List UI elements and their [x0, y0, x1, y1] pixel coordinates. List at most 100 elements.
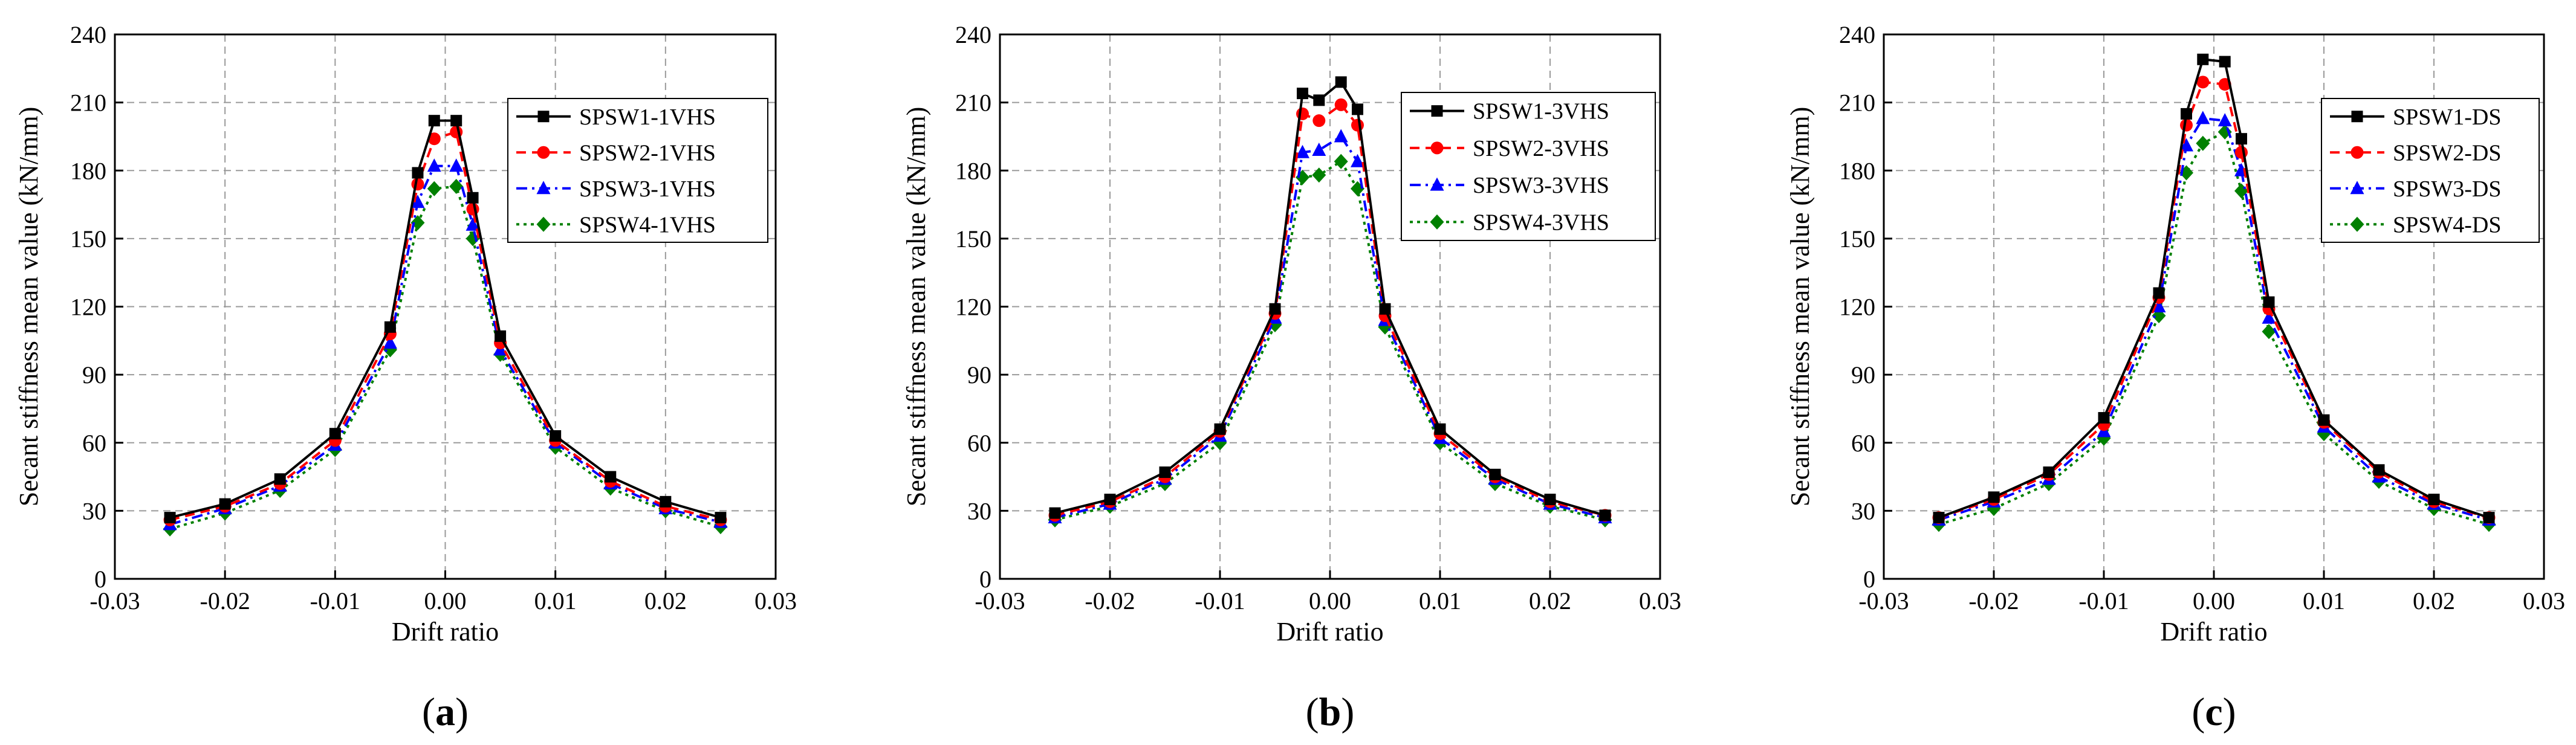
data-point	[1599, 509, 1611, 521]
data-point	[2043, 466, 2055, 479]
y-tick-label: 90	[82, 361, 106, 389]
data-point	[274, 473, 286, 485]
data-point	[1312, 142, 1326, 156]
series-line	[1938, 80, 2490, 519]
data-point	[1434, 423, 1446, 435]
data-point	[1334, 129, 1348, 143]
data-point	[2483, 512, 2495, 524]
y-tick-label: 60	[967, 430, 991, 457]
data-point	[495, 330, 507, 342]
y-tick-label: 30	[1851, 497, 1875, 524]
series-line	[1054, 160, 1606, 521]
panel-label: (b)	[1306, 690, 1355, 734]
series-line	[169, 185, 721, 531]
data-point	[449, 179, 464, 195]
data-point	[2196, 111, 2210, 124]
y-tick-label: 240	[955, 21, 991, 48]
data-point	[1544, 494, 1556, 506]
data-point	[1312, 114, 1326, 127]
x-axis-title: Drift ratio	[392, 617, 499, 647]
data-point	[1988, 491, 2000, 503]
data-point	[466, 231, 480, 247]
y-tick-label: 120	[1839, 294, 1875, 321]
x-tick-label: 0.00	[1309, 587, 1351, 614]
data-point	[1351, 153, 1364, 167]
data-point	[2098, 411, 2110, 424]
data-point	[1159, 466, 1171, 479]
data-point	[2235, 146, 2248, 159]
data-point	[1351, 118, 1364, 132]
data-point	[1214, 423, 1226, 435]
data-point	[1104, 494, 1116, 506]
y-tick-label: 120	[955, 294, 991, 321]
legend-box	[507, 98, 768, 243]
legend-label: SPSW3-DS	[2393, 176, 2502, 202]
legend-marker	[1430, 214, 1444, 230]
data-point	[715, 512, 727, 524]
x-axis-title: Drift ratio	[2160, 617, 2267, 647]
data-point	[2236, 133, 2247, 145]
y-tick-label: 210	[1839, 89, 1875, 117]
legend-marker	[537, 111, 550, 123]
x-tick-label: 0.03	[2523, 587, 2565, 614]
legend-marker	[1430, 141, 1444, 155]
y-tick-label: 180	[70, 157, 106, 184]
x-tick-label: -0.02	[1968, 587, 2019, 614]
data-point	[1313, 94, 1325, 106]
legend-label: SPSW1-3VHS	[1473, 99, 1609, 124]
x-tick-label: -0.03	[89, 587, 140, 614]
y-tick-label: 180	[955, 157, 991, 184]
data-point	[1296, 107, 1309, 120]
y-tick-label: 240	[70, 21, 106, 48]
x-tick-label: -0.02	[1085, 587, 1135, 614]
data-point	[427, 158, 441, 172]
legend-label: SPSW4-DS	[2393, 212, 2502, 237]
data-point	[2219, 56, 2231, 68]
chart-panel-b: -0.03 -0.02 -0.01 0.00 0.01 0.02 0.03 0 30 60 90 12…	[901, 21, 1681, 734]
data-point	[1269, 303, 1281, 315]
data-point	[2262, 310, 2276, 324]
chart-panel-a: -0.03 -0.02 -0.01 0.00 0.01 0.02 0.03 0 30 60 90 12…	[14, 21, 797, 734]
data-point	[1312, 167, 1326, 183]
data-point	[2181, 108, 2192, 120]
data-point	[1334, 98, 1348, 111]
legend-marker	[1430, 177, 1444, 191]
data-point	[2318, 414, 2330, 426]
x-tick-label: 0.01	[1419, 587, 1461, 614]
data-point	[1933, 512, 1945, 524]
y-tick-label: 0	[979, 566, 991, 593]
y-tick-label: 150	[955, 225, 991, 253]
legend-label: SPSW1-1VHS	[579, 105, 716, 130]
series-line	[1938, 58, 2490, 519]
legend-label: SPSW3-3VHS	[1473, 173, 1609, 198]
y-tick-label: 150	[70, 225, 106, 253]
data-point	[2263, 296, 2275, 308]
x-tick-label: 0.00	[424, 587, 467, 614]
legend-marker	[536, 181, 551, 195]
series-line	[1054, 135, 1606, 519]
y-tick-label: 90	[1851, 361, 1875, 389]
series-line	[1054, 80, 1606, 517]
legend-label: SPSW4-3VHS	[1473, 210, 1609, 235]
data-point	[2373, 464, 2385, 476]
data-point	[660, 495, 672, 508]
data-point	[449, 158, 464, 172]
x-axis-title: Drift ratio	[1276, 617, 1383, 647]
data-point	[550, 430, 562, 442]
legend-box	[1401, 92, 1656, 241]
y-tick-label: 30	[82, 497, 106, 524]
y-tick-label: 210	[70, 89, 106, 117]
y-tick-label: 150	[1839, 225, 1875, 253]
legend-label: SPSW2-1VHS	[579, 140, 716, 166]
data-point	[427, 132, 441, 146]
data-point	[329, 428, 341, 440]
x-tick-label: -0.01	[1195, 587, 1245, 614]
legend-marker	[537, 146, 550, 159]
data-point	[410, 215, 425, 231]
data-point	[2179, 138, 2193, 152]
data-point	[2428, 494, 2440, 506]
legend-marker	[2350, 216, 2364, 232]
data-point	[427, 181, 441, 196]
series-SPSW1-1VHS	[164, 115, 727, 524]
